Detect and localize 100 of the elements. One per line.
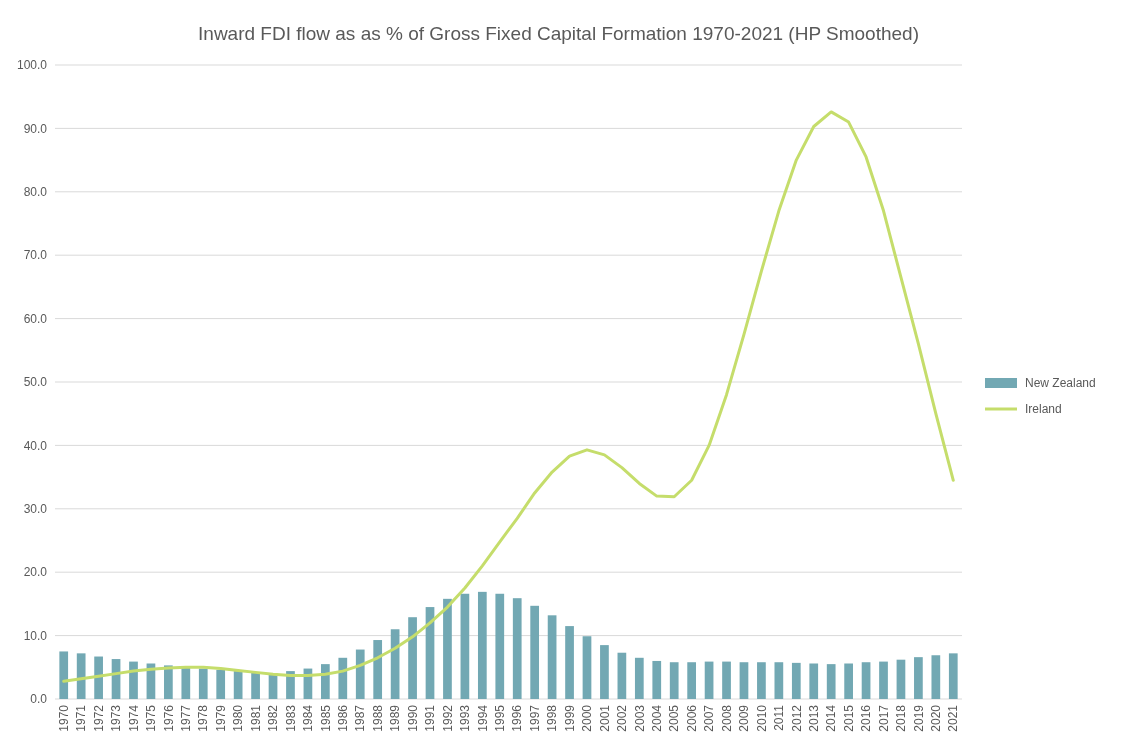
bar [59,651,69,699]
bar [233,671,243,699]
x-tick-label: 2010 [754,704,769,732]
bar [129,661,138,699]
bar [739,662,749,699]
x-tick-label: 1994 [475,704,490,732]
bar [722,661,731,699]
x-tick-label: 1977 [179,704,194,732]
x-tick-label: 2021 [946,704,961,732]
x-tick-label: 2002 [615,704,630,732]
bar [687,662,697,699]
x-tick-label: 1973 [109,704,124,732]
x-tick-label: 1990 [405,704,420,732]
y-tick-label: 10.0 [23,628,48,643]
chart-title: Inward FDI flow as as % of Gross Fixed Capital Formation 1970-2021 (HP Smoothed) [198,23,919,44]
bar [373,640,383,699]
x-tick-label: 2014 [824,704,839,732]
x-tick-label: 1982 [266,704,281,732]
x-tick-label: 1975 [144,704,159,732]
bar [844,663,853,699]
bar [704,661,714,699]
bar [826,664,836,699]
x-tick-label: 1978 [196,704,211,732]
bar [652,660,662,699]
bar [94,656,103,699]
y-tick-label: 80.0 [23,185,48,199]
bar [164,665,173,699]
x-tick-label: 1993 [458,704,473,732]
bar [530,605,540,699]
x-tick-label: 2004 [649,704,664,732]
y-tick-label: 90.0 [23,121,48,136]
x-tick-label: 1996 [510,704,525,732]
x-tick-label: 2006 [684,704,699,732]
bar [251,672,260,699]
y-tick-label: 70.0 [23,248,48,263]
bar [582,636,592,699]
x-tick-label: 1970 [56,704,71,732]
x-tick-label: 1991 [423,704,438,732]
x-tick-label: 2003 [632,704,647,732]
bar [774,662,784,699]
x-tick-label: 2016 [859,704,874,732]
bar [861,662,871,699]
x-tick-label: 1987 [353,704,368,732]
bar [477,591,487,699]
x-tick-label: 1971 [74,704,89,732]
x-tick-label: 1992 [440,704,455,732]
x-tick-label: 1985 [318,704,333,732]
x-tick-label: 1999 [562,704,577,732]
y-tick-label: 40.0 [23,438,48,453]
bar [338,657,348,699]
x-tick-label: 1995 [492,704,507,732]
bar [634,657,644,699]
y-tick-label: 30.0 [23,502,48,516]
x-tick-label: 2019 [911,704,926,732]
bar [617,652,627,699]
bar [408,617,417,699]
x-tick-label: 1998 [545,704,560,732]
legend-label: New Zealand [1025,376,1096,391]
x-tick-label: 1997 [527,704,542,732]
x-tick-label: 2011 [772,704,787,731]
x-tick-label: 1981 [248,704,263,732]
bar [460,593,470,699]
bar [512,598,522,699]
bar [547,615,557,699]
bar [879,661,888,699]
x-tick-label: 1984 [301,704,316,732]
x-tick-label: 2000 [580,704,595,732]
y-tick-label: 0.0 [30,692,48,707]
x-tick-label: 1979 [213,704,228,732]
x-tick-label: 2008 [719,704,734,732]
bar [181,667,191,699]
bar [565,626,574,699]
x-tick-label: 2015 [841,704,856,732]
bar [600,645,609,699]
line-series [62,110,955,683]
x-tick-label: 1972 [91,704,106,732]
bar [669,662,679,699]
bar [321,664,330,699]
bar [76,653,86,699]
bar [914,657,923,699]
x-tick-label: 1980 [231,704,246,732]
bar [198,668,208,699]
bar [791,662,801,699]
bar [948,653,958,699]
bar [443,598,452,699]
y-tick-label: 60.0 [23,311,48,326]
x-tick-label: 2007 [702,704,717,732]
legend-label: Ireland [1025,402,1062,417]
x-tick-label: 1988 [370,704,385,732]
x-tick-label: 1976 [161,704,176,732]
y-tick-label: 50.0 [23,375,48,390]
x-tick-label: 2013 [806,704,821,732]
x-tick-label: 1983 [283,704,298,732]
bar [931,655,941,699]
bar [495,593,505,699]
x-tick-label: 2018 [894,704,909,732]
bar [757,662,766,699]
x-tick-label: 1986 [336,704,350,732]
x-tick-label: 2017 [876,704,891,732]
bar [216,669,226,699]
